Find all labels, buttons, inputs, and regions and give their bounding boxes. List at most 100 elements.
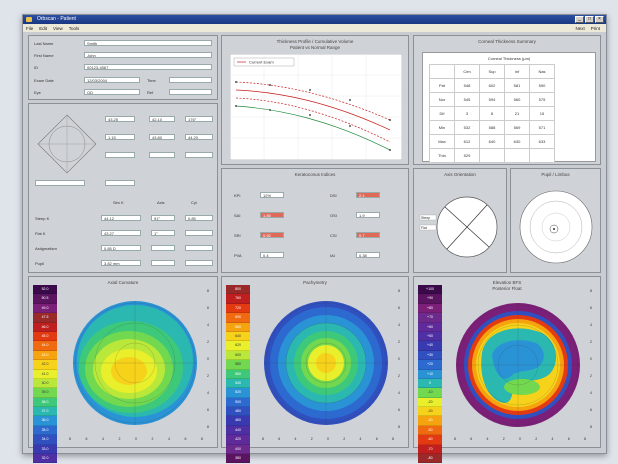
steep-axis-label: Steep [421, 216, 430, 220]
thickness-chart: Current Exam [230, 54, 402, 160]
pachymetry-map-panel: Pachymetry 800 760 720 690 660 640 620 600 580 56… [221, 276, 409, 464]
pupil-title: Pupil / Limbus [541, 172, 570, 177]
eye-field[interactable]: OD [84, 89, 140, 95]
title-bar: Orbscan - Patient _ □ × [23, 15, 606, 24]
table-row: Thin 529 [429, 148, 555, 163]
astigmatism-cyl-field[interactable] [185, 245, 213, 251]
index-value-alert[interactable]: 1.85 [260, 212, 284, 218]
k-value-field[interactable]: 1.15 [105, 134, 135, 140]
index-value-alert[interactable]: 0.92 [260, 232, 284, 238]
steep-k-label: Steep K [35, 216, 50, 221]
patient-label: First Name [34, 53, 54, 58]
graph-legend: Current Exam [249, 60, 274, 65]
k-value-field[interactable]: 176° [185, 116, 213, 122]
close-button[interactable]: × [595, 16, 604, 23]
pupil-label: Pupil [35, 261, 44, 266]
steep-cyl-field[interactable]: 0.85 [185, 215, 213, 221]
menu-view[interactable]: View [53, 25, 63, 31]
color-scale: 800 760 720 690 660 640 620 600 580 560 540 520 500 4… [226, 285, 250, 464]
table-row: Max 612 640 630 633 [429, 134, 555, 149]
patient-label: Eye [34, 90, 41, 95]
pupil-field[interactable]: 3.82 mm [101, 260, 141, 266]
patient-label: ID [34, 65, 38, 70]
astigmatism-field[interactable]: 0.85 D [101, 245, 141, 251]
summary-table: Cen Sup Inf Nas Pat 548 602 581 590 Nor 545 59… [429, 64, 555, 163]
minimize-button[interactable]: _ [575, 16, 584, 23]
k-value-field[interactable]: 43.80 [149, 134, 175, 140]
index-value[interactable]: 1.9 [356, 212, 380, 218]
indices-title: Keratoconus Indices [294, 172, 336, 177]
menu-tools[interactable]: Tools [68, 25, 80, 31]
index-value[interactable]: 0.38 [356, 252, 380, 258]
indices-panel: Keratoconus Indices KPI 12% SAI 1.85 SRI… [221, 168, 409, 273]
pupil-diagram [519, 190, 593, 264]
index-label: DSI [330, 193, 337, 198]
window-title: Orbscan - Patient [37, 16, 76, 22]
menu-file[interactable]: File [26, 25, 34, 31]
index-label: KPI [234, 193, 241, 198]
color-scale: +100 +90 +80 +70 +60 +50 +40 +30 +20 +10 0 -10 -20 -3… [418, 285, 442, 464]
elevation-map [456, 303, 580, 427]
pupil-axis-field[interactable] [151, 260, 175, 266]
index-value-alert[interactable]: 0.7 [356, 232, 380, 238]
index-label: OSI [330, 213, 337, 218]
table-row: Min 532 588 569 571 [429, 120, 555, 135]
index-label: CSI [330, 233, 337, 238]
k-value-field[interactable] [105, 152, 135, 158]
steep-axis-field[interactable]: 91° [151, 215, 175, 221]
summary-table-container: Corneal Thickness (µm) Cen Sup Inf Nas P… [422, 52, 596, 163]
k-value-field[interactable] [105, 180, 135, 186]
table-row: Pat 548 602 581 590 [429, 78, 555, 93]
flat-cyl-field[interactable] [185, 230, 213, 236]
table-row: Nor 545 594 560 575 [429, 92, 555, 107]
time-field[interactable] [169, 77, 212, 83]
menu-edit[interactable]: Edit [39, 25, 48, 31]
graph-title: Thickness Profile / Cumulative Volume [276, 39, 354, 44]
first-name-field[interactable]: John [84, 52, 212, 58]
k-value-field[interactable]: 43.25 [105, 116, 135, 122]
summary-header-title: Corneal Thickness (µm) [487, 56, 531, 61]
k-value-field[interactable] [149, 152, 175, 158]
index-value[interactable]: 12% [260, 192, 284, 198]
exam-date-field[interactable]: 12/03/2004 [84, 77, 140, 83]
axis-title: Axis Orientation [444, 172, 476, 177]
flat-k-field[interactable]: 43.27 [101, 230, 141, 236]
pachymetry-map [264, 301, 388, 425]
index-label: PVA [234, 253, 242, 258]
flat-k-label: Flat K [35, 231, 46, 236]
k-value-field[interactable]: 44.20 [185, 134, 213, 140]
index-label: SRI [234, 233, 241, 238]
steep-k-field[interactable]: 44.12 [101, 215, 141, 221]
patient-label: Exam Date [34, 78, 54, 83]
last-name-field[interactable]: Smith [84, 40, 212, 46]
flat-axis-label: Flat [421, 226, 427, 230]
id-field[interactable]: 00123-4567 [84, 64, 212, 70]
application-window: Orbscan - Patient _ □ × File Edit View T… [22, 14, 607, 464]
graph-subtitle: Patient vs Normal Range [289, 45, 341, 50]
k-value-field[interactable] [185, 152, 213, 158]
color-scale: 52.0 50.5 49.0 47.5 46.0 45.0 44.0 43.0 42.0 41.0… [33, 285, 57, 464]
pupil-cyl-field[interactable] [185, 260, 213, 266]
index-label: SAI [234, 213, 241, 218]
k-value-field[interactable]: 42.10 [149, 116, 175, 122]
menu-print[interactable]: Print [590, 25, 600, 31]
summary-title: Corneal Thickness Summary [478, 39, 536, 44]
index-value[interactable]: 0.4 [260, 252, 284, 258]
maximize-button[interactable]: □ [585, 16, 594, 23]
time-label: Time [147, 78, 156, 83]
flat-axis-field[interactable]: 1° [151, 230, 175, 236]
thickness-summary-panel: Corneal Thickness Summary Corneal Thickn… [413, 35, 601, 165]
patient-label: Last Name [34, 41, 54, 46]
index-value-alert[interactable]: 2.1 [356, 192, 380, 198]
thickness-graph-panel: Thickness Profile / Cumulative Volume Pa… [221, 35, 409, 165]
ref-field[interactable] [169, 89, 212, 95]
astigmatism-axis-field[interactable] [151, 245, 175, 251]
k-value-field[interactable] [35, 180, 85, 186]
map-title: Axial Curvature [107, 280, 139, 285]
ref-label: Ref [147, 90, 154, 95]
menu-next[interactable]: Next [575, 25, 585, 31]
